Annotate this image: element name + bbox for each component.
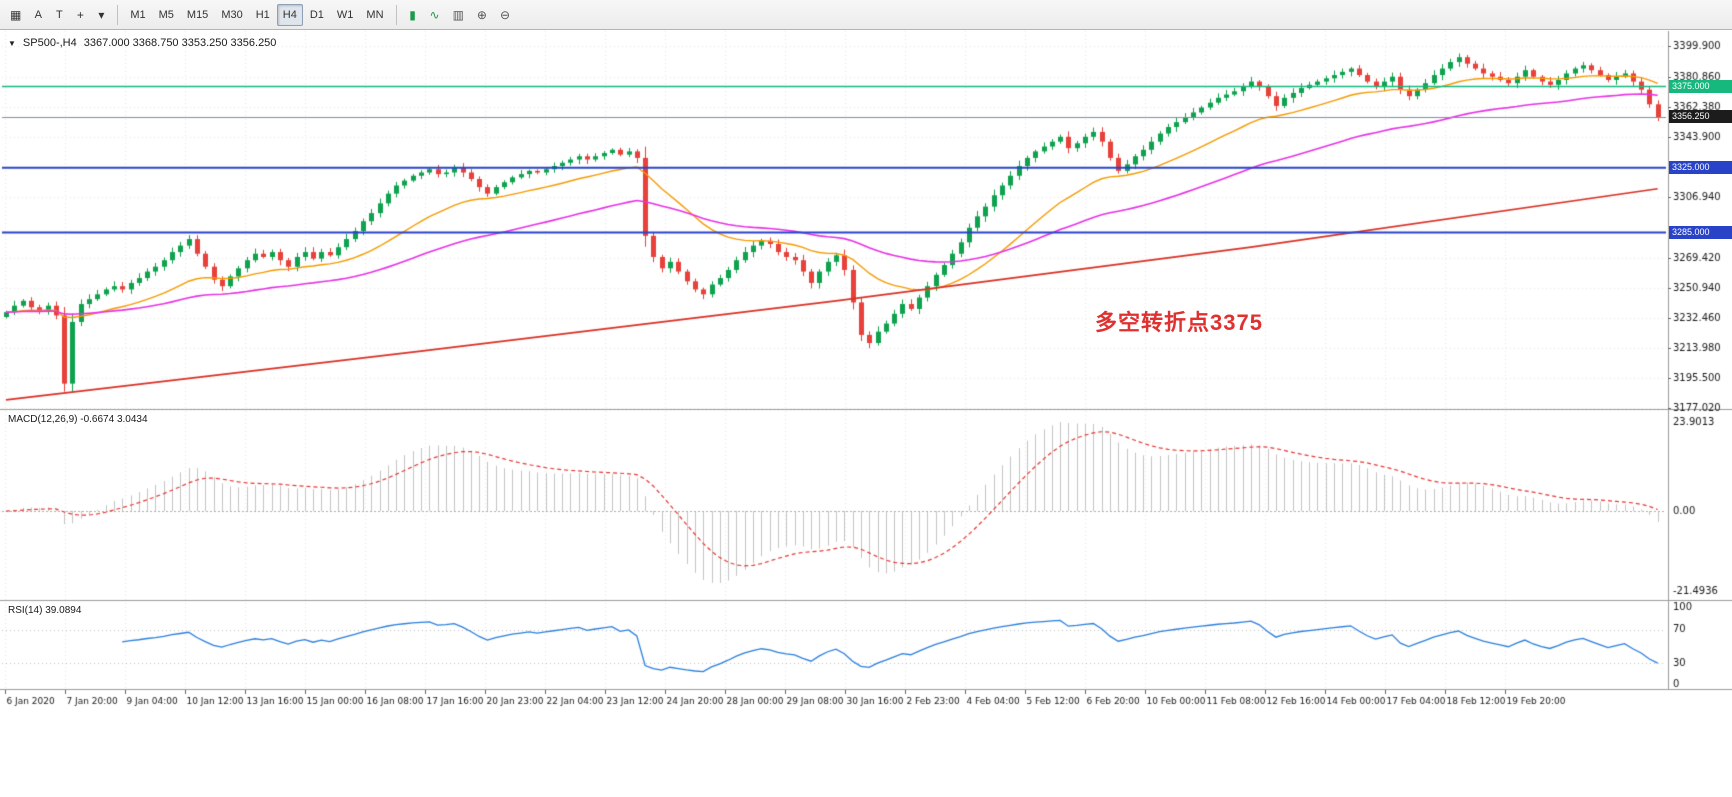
timeframe-h4-button[interactable]: H4 (276, 3, 303, 26)
level-price-badge-3325: 3325.000 (1669, 161, 1732, 175)
toolbar: ▦ A T + ▾ M1 M5 M15 M30 H1 H4 D1 W1 MN ▮… (0, 0, 1732, 30)
candlestick-chart-icon[interactable]: ▮ (403, 4, 423, 26)
timeframe-w1-button[interactable]: W1 (331, 4, 360, 26)
chart-collapse-icon[interactable]: ▼ (8, 38, 16, 48)
crosshair-tool-icon[interactable]: + (70, 4, 90, 26)
timeframe-m15-button[interactable]: M15 (181, 4, 214, 26)
toolbar-separator (117, 4, 119, 25)
timeframe-m30-button[interactable]: M30 (215, 4, 248, 26)
text-tool-icon[interactable]: A (28, 4, 48, 26)
symbol-title: SP500-,H4 (22, 37, 77, 49)
drawing-tools-icon[interactable]: ▾ (91, 4, 111, 26)
timeframe-mn-button[interactable]: MN (360, 4, 389, 26)
timeframe-h1-button[interactable]: H1 (250, 4, 276, 26)
symbol-ohlc-values: 3367.000 3368.750 3353.250 3356.250 (83, 37, 277, 49)
macd-indicator-label: MACD(12,26,9) -0.6674 3.0434 (8, 414, 148, 425)
level-price-badge-3375: 3375.000 (1669, 79, 1732, 93)
zoom-out-icon[interactable]: ⊖ (494, 4, 516, 26)
toolbar-separator (395, 4, 397, 25)
bid-price-badge: 3356.250 (1669, 110, 1732, 124)
symbol-header: ▼ SP500-,H4 3367.000 3368.750 3353.250 3… (8, 37, 276, 49)
bar-chart-icon[interactable]: ▥ (447, 4, 470, 26)
zoom-in-icon[interactable]: ⊕ (471, 4, 493, 26)
cursor-tool-icon[interactable]: T (49, 4, 69, 26)
grid-icon[interactable]: ▦ (4, 4, 27, 26)
timeframe-d1-button[interactable]: D1 (304, 4, 330, 26)
line-chart-icon[interactable]: ∿ (424, 4, 446, 26)
timeframe-m5-button[interactable]: M5 (153, 4, 180, 26)
chart-text-annotation[interactable]: 多空转折点3375 (1095, 310, 1263, 335)
timeframe-m1-button[interactable]: M1 (124, 4, 151, 26)
rsi-indicator-label: RSI(14) 39.0894 (8, 605, 82, 616)
level-price-badge-3285: 3285.000 (1669, 226, 1732, 240)
